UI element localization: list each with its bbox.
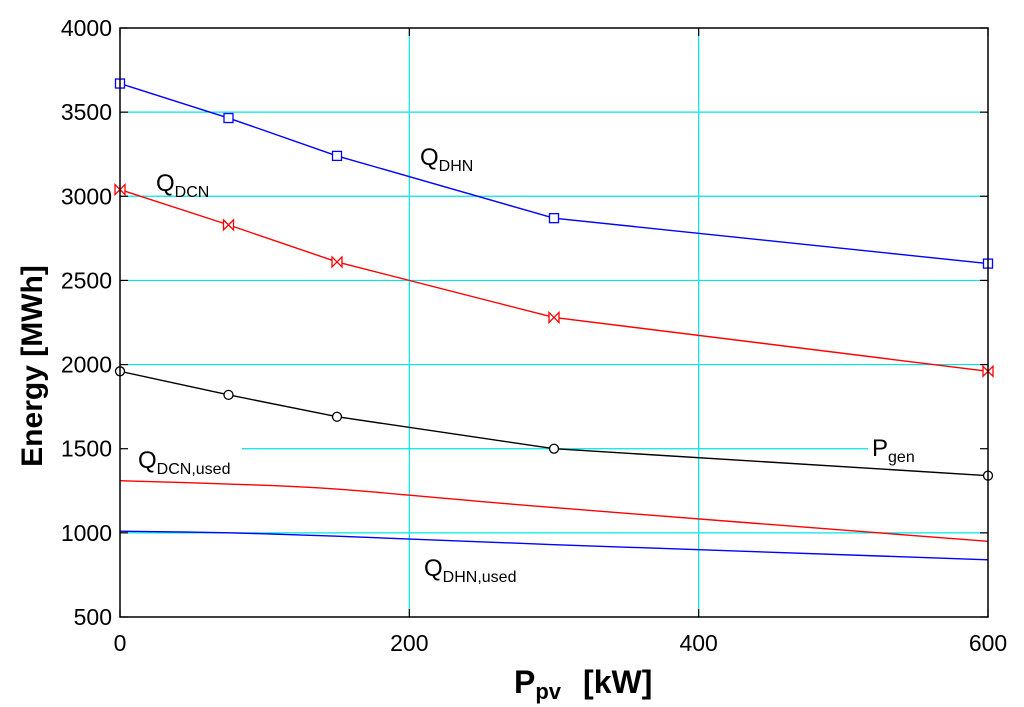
grid-lines [120, 28, 988, 617]
label-q-dhn-used: QDHN,used [424, 555, 516, 586]
label-q-dcn-used: QDCN,used [138, 447, 230, 478]
series-line-qdhn [119, 82, 989, 265]
data-point-qdcn [982, 364, 994, 378]
data-point-qdhn [223, 112, 234, 124]
label-q-dhn-main: Q [420, 144, 439, 171]
series-qdhnused [119, 530, 989, 561]
label-q-dhn: QDHN [420, 144, 473, 175]
plot-frame [119, 27, 989, 618]
data-point-pgen [548, 443, 560, 454]
y-tick-label: 1500 [61, 436, 112, 462]
data-point-pgen [331, 411, 343, 422]
y-tick-label: 500 [74, 604, 112, 630]
x-axis-title-main: P [514, 664, 535, 700]
series-pgen [114, 366, 994, 481]
label-q-dcn-used-main: Q [138, 447, 157, 474]
data-point-qdhn [548, 213, 560, 224]
data-point-pgen [223, 389, 234, 401]
series-layer [114, 78, 994, 561]
label-q-dcn-used-sub: DCN,used [157, 461, 231, 478]
x-axis-title-sub: pv [535, 679, 561, 704]
series-line-pgen [119, 370, 989, 477]
series-qdcnused [119, 479, 989, 542]
y-tick-label: 3500 [61, 99, 112, 125]
label-q-dhn-used-main: Q [424, 555, 443, 582]
data-point-qdcn [331, 255, 343, 269]
data-point-qdcn [114, 182, 126, 197]
x-axis-title-unit: [kW] [583, 664, 652, 700]
series-line-qdhnused [119, 530, 989, 561]
x-axis-title: Ppv [kW] [514, 664, 652, 704]
x-tick-label: 200 [390, 630, 428, 656]
label-q-dhn-sub: DHN [439, 158, 474, 175]
data-point-qdcn [548, 310, 560, 325]
label-q-dcn-main: Q [156, 170, 175, 197]
series-line-qdcnused [119, 479, 989, 542]
tick-labels: 500 1000 1500 2000 2500 3000 3500 4000 0 200 400 60… [61, 15, 1007, 656]
data-point-qdcn [222, 218, 235, 232]
label-q-dhn-used-sub: DHN,used [443, 569, 517, 586]
y-tick-label: 3000 [61, 183, 112, 209]
y-tick-label: 4000 [61, 15, 112, 41]
label-q-dcn: QDCN [156, 170, 209, 201]
x-tick-label: 0 [114, 630, 127, 656]
label-p-gen: Pgen [872, 435, 915, 466]
y-tick-label: 2000 [61, 352, 112, 378]
label-p-gen-sub: gen [888, 449, 915, 466]
label-q-dcn-sub: DCN [175, 184, 210, 201]
data-point-qdhn [331, 150, 343, 162]
y-tick-label: 2500 [61, 267, 112, 293]
x-tick-label: 600 [969, 630, 1007, 656]
y-axis-title: Energy [MWh] [16, 265, 49, 467]
series-qdcn [114, 182, 994, 378]
label-p-gen-main: P [872, 435, 888, 462]
x-tick-label: 400 [679, 630, 717, 656]
series-annotations: QDHN QDCN Pgen QDCN,used QDHN,used [138, 144, 915, 586]
series-qdhn [114, 78, 994, 269]
y-tick-label: 1000 [61, 520, 112, 546]
